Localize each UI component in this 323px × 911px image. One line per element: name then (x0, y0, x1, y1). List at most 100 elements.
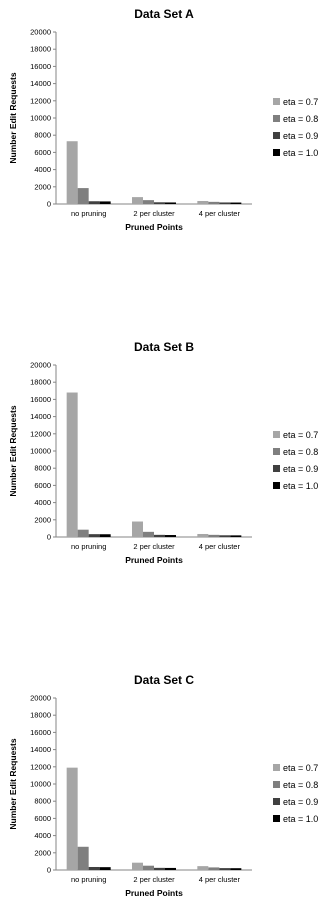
bar-4-per-cluster-eta-0-7 (197, 200, 209, 204)
x-axis-label: Pruned Points (125, 888, 183, 898)
legend-swatch (273, 465, 280, 472)
chart-title: Data Set A (134, 7, 194, 21)
y-tick-label: 4000 (34, 165, 51, 174)
y-tick-label: 2000 (34, 848, 51, 857)
y-tick-label: 6000 (34, 814, 51, 823)
y-tick-label: 4000 (34, 498, 51, 507)
legend-entry-label: eta = 1.0 (283, 481, 318, 491)
legend-entry-label: eta = 0.9 (283, 464, 318, 474)
legend-swatch (273, 815, 280, 822)
bar-2-per-cluster-eta-0-8 (143, 200, 154, 204)
y-tick-label: 12000 (30, 429, 51, 438)
y-tick-label: 18000 (30, 378, 51, 387)
legend-swatch (273, 115, 280, 122)
legend-entry-label: eta = 0.8 (283, 780, 318, 790)
bar-4-per-cluster-eta-1-0 (230, 868, 242, 870)
y-tick-label: 10000 (30, 447, 51, 456)
chart-svg: Data Set A 0 2000 4000 6000 8000 10000 12000 140… (8, 7, 318, 232)
legend-entry-label: eta = 1.0 (283, 814, 318, 824)
y-tick-label: 12000 (30, 762, 51, 771)
x-axis-label: Pruned Points (125, 222, 183, 232)
bar-2-per-cluster-eta-1-0 (165, 867, 176, 870)
legend-swatch (273, 149, 280, 156)
bar-no-pruning-eta-0-9 (88, 534, 100, 537)
y-tick-label: 2000 (34, 182, 51, 191)
y-tick-label: 20000 (30, 361, 51, 370)
x-category-label: 2 per cluster (133, 875, 175, 884)
bar-no-pruning-eta-0-8 (77, 188, 89, 204)
bar-2-per-cluster-eta-0-9 (154, 534, 165, 537)
legend-entry-label: eta = 0.8 (283, 114, 318, 124)
y-tick-label: 10000 (30, 780, 51, 789)
legend-entry-label: eta = 0.9 (283, 797, 318, 807)
chart-svg: Data Set B 0 2000 4000 6000 8000 10000 12000 140… (8, 340, 318, 565)
y-tick-label: 6000 (34, 148, 51, 157)
bar-4-per-cluster-eta-1-0 (230, 535, 242, 537)
bar-no-pruning-eta-0-7 (66, 141, 78, 204)
bar-no-pruning-eta-0-8 (77, 846, 89, 870)
chart-data-set-a: Data Set A 0 2000 4000 6000 8000 10000 12000 140… (0, 0, 323, 240)
legend-swatch (273, 482, 280, 489)
bar-4-per-cluster-eta-0-9 (219, 535, 231, 537)
legend-swatch (273, 781, 280, 788)
y-tick-label: 16000 (30, 62, 51, 71)
chart-title: Data Set B (134, 340, 194, 354)
bar-no-pruning-eta-0-7 (66, 392, 78, 537)
y-tick-label: 20000 (30, 28, 51, 37)
bar-4-per-cluster-eta-0-7 (197, 866, 209, 870)
y-tick-label: 0 (47, 200, 51, 209)
bar-4-per-cluster-eta-1-0 (230, 202, 242, 204)
bar-2-per-cluster-eta-0-8 (143, 865, 154, 870)
legend-swatch (273, 798, 280, 805)
y-tick-label: 2000 (34, 515, 51, 524)
y-axis-label: Number Edit Requests (8, 738, 18, 829)
bar-2-per-cluster-eta-1-0 (165, 202, 176, 204)
y-tick-label: 14000 (30, 745, 51, 754)
chart-title: Data Set C (134, 673, 194, 687)
legend-entry-label: eta = 0.7 (283, 97, 318, 107)
legend-swatch (273, 431, 280, 438)
bar-no-pruning-eta-1-0 (99, 201, 111, 204)
y-tick-label: 6000 (34, 481, 51, 490)
y-tick-label: 8000 (34, 131, 51, 140)
legend-entry-label: eta = 1.0 (283, 148, 318, 158)
y-tick-label: 16000 (30, 395, 51, 404)
x-category-label: no pruning (71, 875, 106, 884)
x-category-label: 4 per cluster (199, 542, 241, 551)
bar-no-pruning-eta-1-0 (99, 867, 111, 870)
legend-entry-label: eta = 0.8 (283, 447, 318, 457)
x-category-label: 2 per cluster (133, 542, 175, 551)
legend-entry-label: eta = 0.7 (283, 430, 318, 440)
bar-4-per-cluster-eta-0-7 (197, 533, 209, 537)
y-tick-label: 8000 (34, 797, 51, 806)
legend-swatch (273, 98, 280, 105)
y-tick-label: 14000 (30, 79, 51, 88)
bar-4-per-cluster-eta-0-9 (219, 868, 231, 870)
x-axis-label: Pruned Points (125, 555, 183, 565)
legend-entry-label: eta = 0.7 (283, 763, 318, 773)
bar-4-per-cluster-eta-0-9 (219, 202, 231, 204)
bar-4-per-cluster-eta-0-8 (208, 867, 220, 870)
bar-no-pruning-eta-0-9 (88, 201, 100, 204)
x-category-label: no pruning (71, 209, 106, 218)
y-tick-label: 8000 (34, 464, 51, 473)
y-tick-label: 10000 (30, 114, 51, 123)
y-tick-label: 0 (47, 866, 51, 875)
chart-data-set-c: Data Set C 0 2000 4000 6000 8000 10000 12000 140… (0, 666, 323, 906)
y-tick-label: 4000 (34, 831, 51, 840)
bar-no-pruning-eta-1-0 (99, 534, 111, 537)
legend-swatch (273, 448, 280, 455)
y-tick-label: 20000 (30, 694, 51, 703)
bar-2-per-cluster-eta-0-7 (132, 862, 143, 870)
legend-swatch (273, 132, 280, 139)
legend-swatch (273, 764, 280, 771)
chart-svg: Data Set C 0 2000 4000 6000 8000 10000 12000 140… (8, 673, 318, 898)
legend-entry-label: eta = 0.9 (283, 131, 318, 141)
bar-no-pruning-eta-0-7 (66, 767, 78, 870)
bar-2-per-cluster-eta-0-9 (154, 202, 165, 204)
x-category-label: 4 per cluster (199, 875, 241, 884)
bar-2-per-cluster-eta-0-9 (154, 867, 165, 870)
y-tick-label: 14000 (30, 412, 51, 421)
bar-2-per-cluster-eta-0-7 (132, 197, 143, 204)
